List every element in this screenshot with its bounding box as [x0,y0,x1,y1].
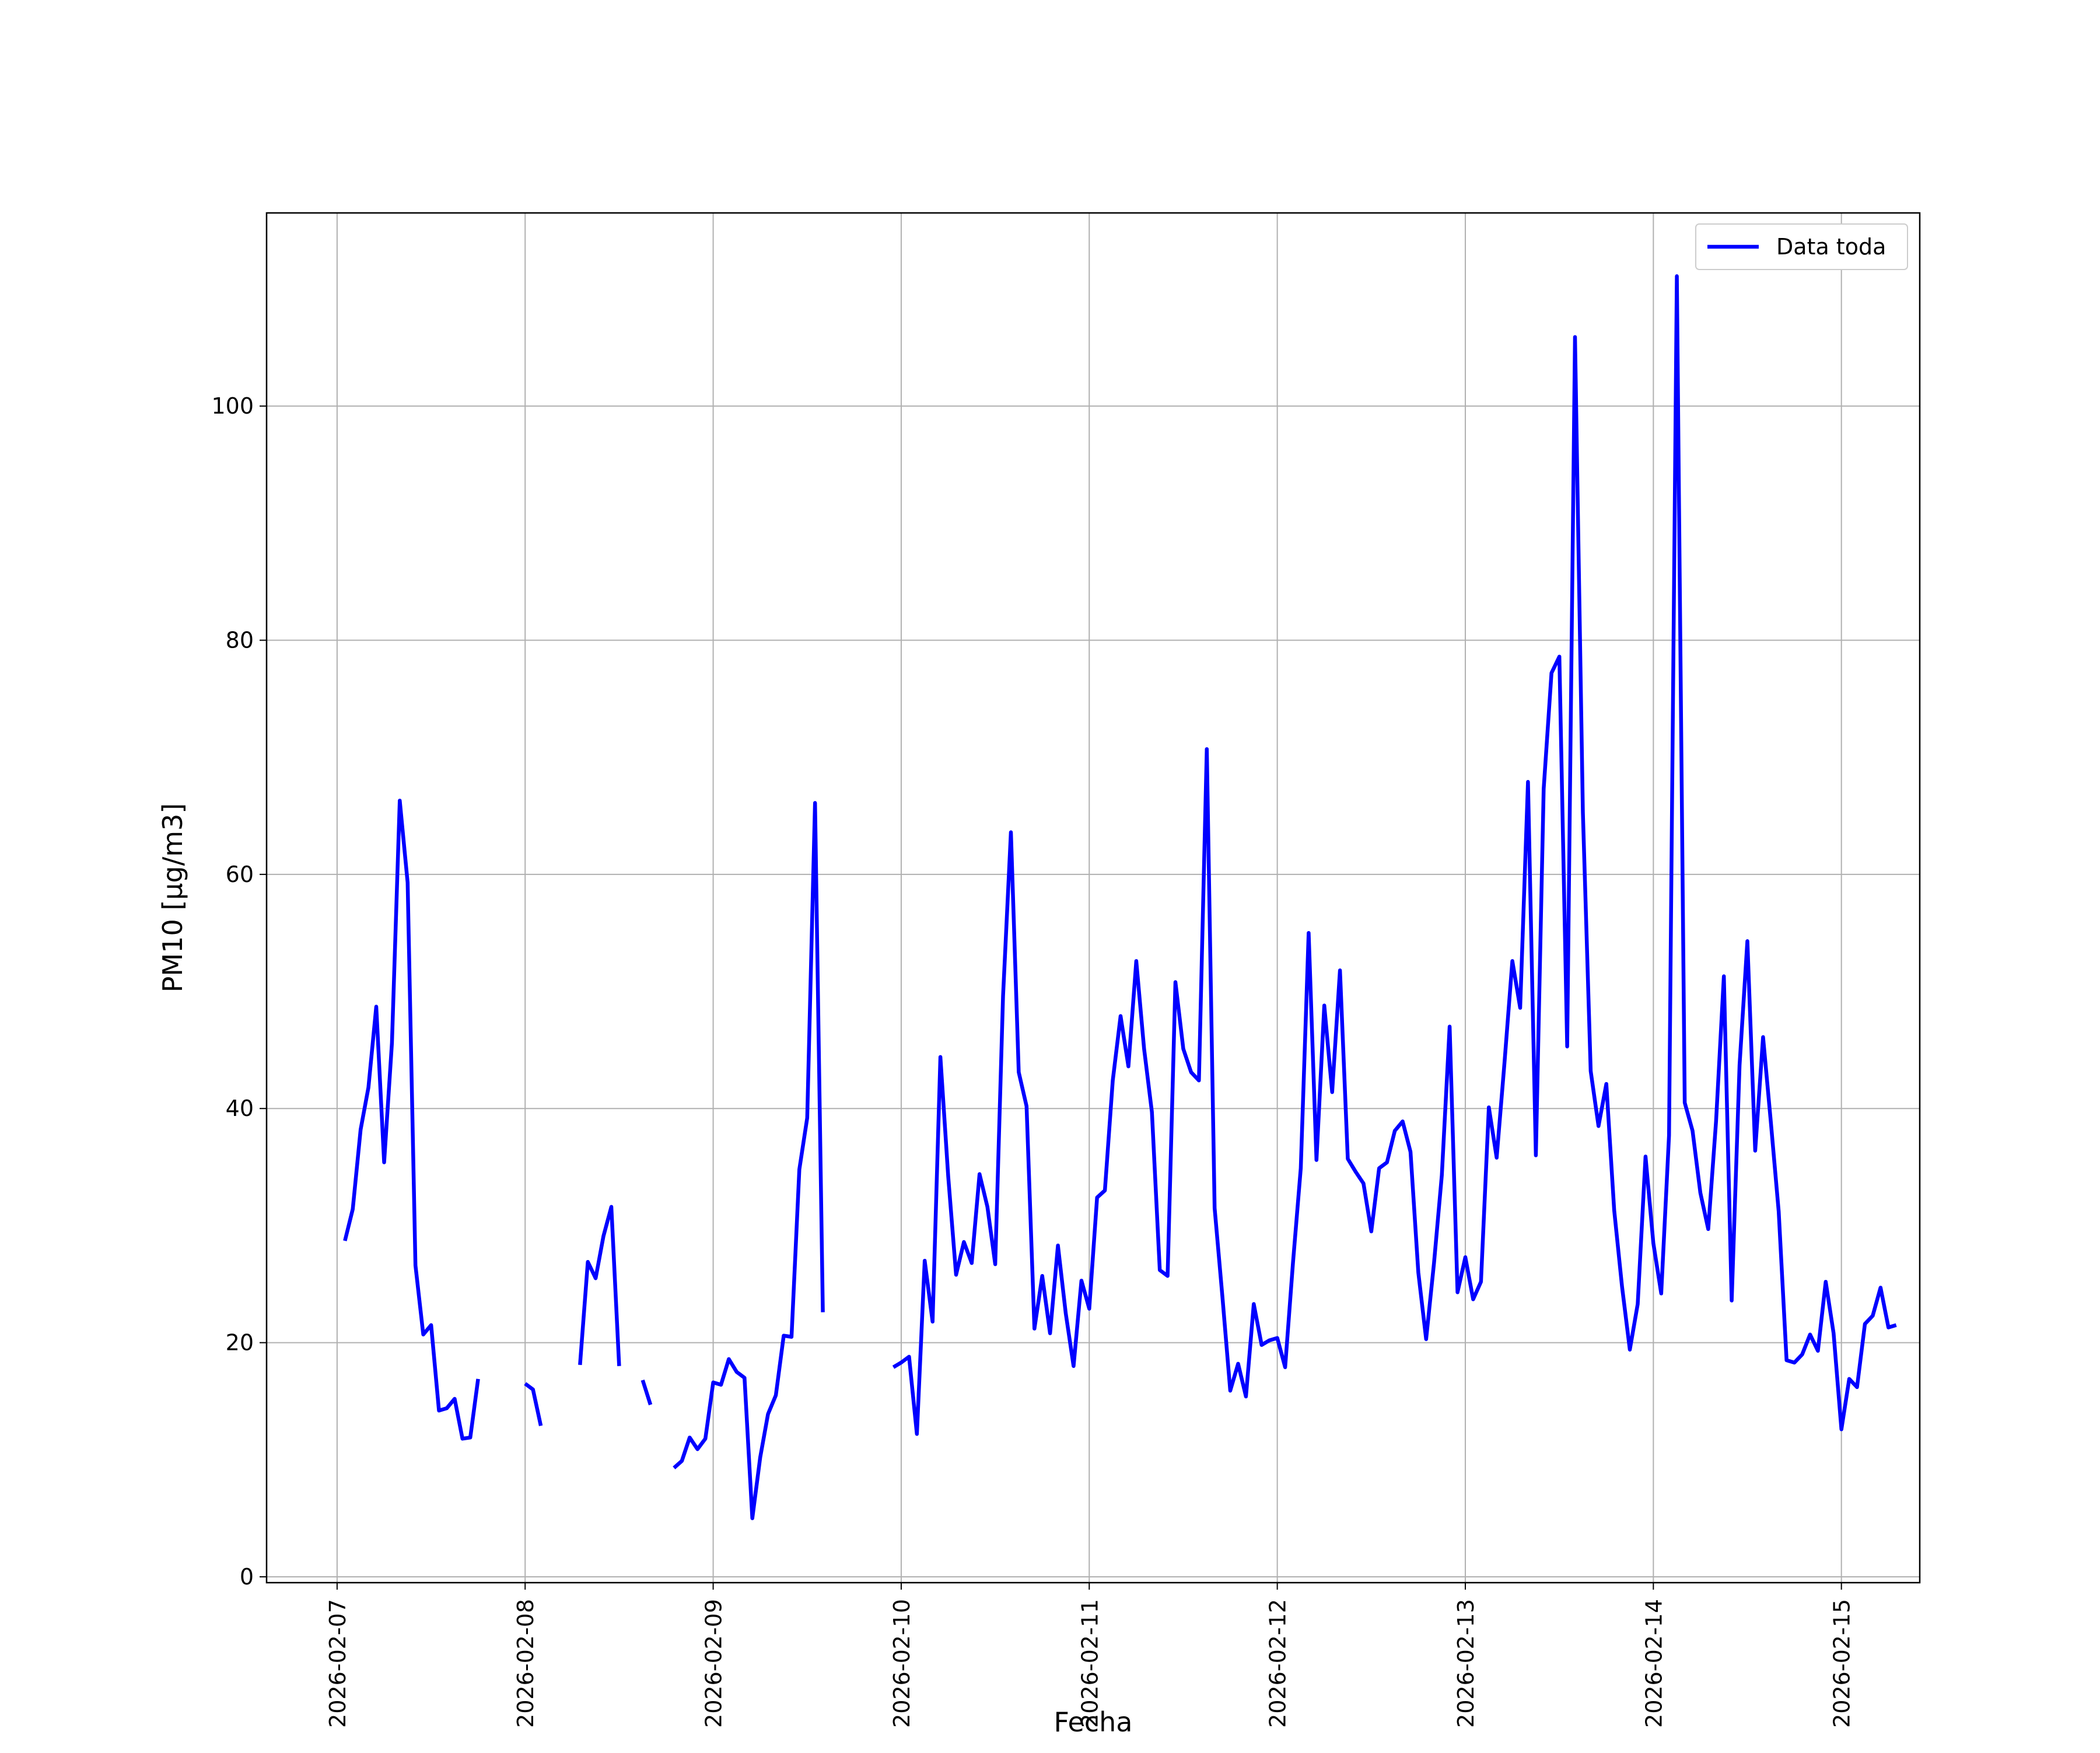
series-line-segment [578,1205,621,1366]
y-tick-label: 100 [211,393,254,419]
y-tick-label: 20 [226,1330,254,1356]
legend-label-data-toda: Data toda [1776,234,1886,260]
x-axis-ticks: 2026-02-07 2026-02-08 2026-02-09 2026-02-10… [325,1583,1855,1728]
series-line-segment [640,1379,653,1405]
legend: Data toda [1695,223,1908,270]
y-tick-label: 60 [226,862,254,887]
series-line-segment [673,801,825,1520]
x-tick-label: 2026-02-15 [1829,1599,1855,1728]
series-layer [343,274,1897,1520]
x-tick-label: 2026-02-11 [1077,1599,1102,1728]
x-tick-label: 2026-02-08 [513,1599,538,1728]
x-axis-label: Fecha [1054,1706,1133,1738]
series-line-segment [524,1382,543,1426]
x-tick-label: 2026-02-09 [701,1599,727,1728]
x-tick-label: 2026-02-10 [889,1599,915,1728]
y-tick-label: 40 [226,1096,254,1121]
legend-box [1695,223,1908,270]
y-axis-ticks: 0 20 40 60 80 100 [211,393,267,1590]
x-tick-label: 2026-02-13 [1453,1599,1479,1728]
y-tick-label: 80 [226,627,254,653]
x-tick-label: 2026-02-07 [325,1599,351,1728]
plot-area-frame [265,212,1921,1584]
series-line-segment [892,274,1897,1436]
grid [267,213,1920,1583]
series-line-segment [343,799,480,1441]
y-tick-label: 0 [240,1564,254,1590]
y-axis-label: PM10 [μg/m3] [157,803,188,993]
x-tick-label: 2026-02-14 [1641,1599,1667,1728]
x-tick-label: 2026-02-12 [1265,1599,1291,1728]
